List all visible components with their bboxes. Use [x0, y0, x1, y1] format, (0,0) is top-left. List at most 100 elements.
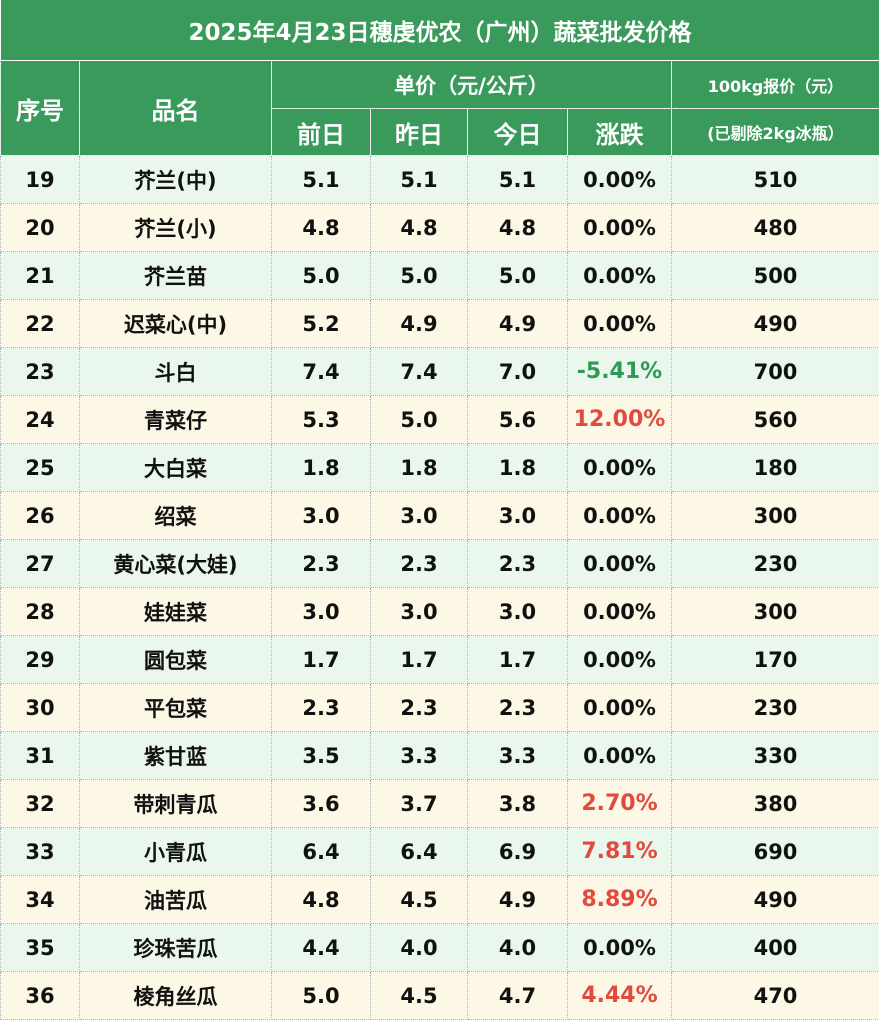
cell-prev1: 4.5	[370, 875, 468, 924]
table-row: 25 大白菜 1.8 1.8 1.8 0.00% 180	[0, 443, 879, 492]
table-row: 28 娃娃菜 3.0 3.0 3.0 0.00% 300	[0, 587, 879, 636]
header-prev2: 前日	[271, 108, 371, 156]
table-row: 33 小青瓜 6.4 6.4 6.9 7.81% 690	[0, 827, 879, 876]
cell-change: 0.00%	[567, 923, 672, 972]
cell-seq: 30	[0, 683, 80, 732]
cell-today: 3.0	[467, 491, 568, 540]
cell-today: 2.3	[467, 683, 568, 732]
cell-prev1: 2.3	[370, 683, 468, 732]
cell-prev1: 3.0	[370, 491, 468, 540]
cell-today: 3.0	[467, 587, 568, 636]
cell-name: 芥兰(中)	[79, 155, 272, 204]
cell-name: 芥兰(小)	[79, 203, 272, 252]
cell-today: 4.8	[467, 203, 568, 252]
cell-seq: 28	[0, 587, 80, 636]
table-row: 23 斗白 7.4 7.4 7.0 -5.41% 700	[0, 347, 879, 396]
cell-prev1: 2.3	[370, 539, 468, 588]
table-row: 35 珍珠苦瓜 4.4 4.0 4.0 0.00% 400	[0, 923, 879, 972]
cell-seq: 34	[0, 875, 80, 924]
cell-name: 青菜仔	[79, 395, 272, 444]
cell-prev2: 5.3	[271, 395, 371, 444]
cell-prev1: 1.7	[370, 635, 468, 684]
cell-prev2: 3.6	[271, 779, 371, 828]
cell-today: 5.0	[467, 251, 568, 300]
cell-name: 紫甘蓝	[79, 731, 272, 780]
header-unit-price: 单价（元/公斤）	[271, 60, 672, 109]
cell-quote: 170	[670, 635, 879, 684]
cell-change: 0.00%	[567, 635, 672, 684]
cell-seq: 19	[0, 155, 80, 204]
cell-seq: 27	[0, 539, 80, 588]
cell-prev1: 3.7	[370, 779, 468, 828]
cell-change: 2.70%	[567, 779, 672, 828]
table-row: 21 芥兰苗 5.0 5.0 5.0 0.00% 500	[0, 251, 879, 300]
cell-name: 珍珠苦瓜	[79, 923, 272, 972]
cell-quote: 230	[670, 683, 879, 732]
table-row: 24 青菜仔 5.3 5.0 5.6 12.00% 560	[0, 395, 879, 444]
header-quote: 100kg报价（元）	[670, 60, 879, 109]
cell-change: 0.00%	[567, 683, 672, 732]
cell-quote: 230	[670, 539, 879, 588]
table-row: 31 紫甘蓝 3.5 3.3 3.3 0.00% 330	[0, 731, 879, 780]
cell-prev2: 5.0	[271, 251, 371, 300]
cell-seq: 31	[0, 731, 80, 780]
page-title: 2025年4月23日穗虔优农（广州）蔬菜批发价格	[0, 0, 879, 61]
header-quote-note: (已剔除2kg冰瓶）	[670, 108, 879, 156]
cell-prev1: 4.0	[370, 923, 468, 972]
cell-quote: 470	[670, 971, 879, 1020]
table-row: 22 迟菜心(中) 5.2 4.9 4.9 0.00% 490	[0, 299, 879, 348]
cell-change: 8.89%	[567, 875, 672, 924]
cell-today: 4.9	[467, 299, 568, 348]
cell-change: 0.00%	[567, 155, 672, 204]
cell-name: 绍菜	[79, 491, 272, 540]
cell-seq: 33	[0, 827, 80, 876]
cell-prev2: 2.3	[271, 539, 371, 588]
cell-today: 3.8	[467, 779, 568, 828]
header-today: 今日	[467, 108, 568, 156]
table-row: 30 平包菜 2.3 2.3 2.3 0.00% 230	[0, 683, 879, 732]
cell-change: 0.00%	[567, 299, 672, 348]
cell-change: 0.00%	[567, 251, 672, 300]
cell-prev2: 5.0	[271, 971, 371, 1020]
cell-name: 棱角丝瓜	[79, 971, 272, 1020]
table-row: 26 绍菜 3.0 3.0 3.0 0.00% 300	[0, 491, 879, 540]
header-name: 品名	[79, 60, 272, 156]
table-body: 19 芥兰(中) 5.1 5.1 5.1 0.00% 510 20 芥兰(小) 4.8 4.8 4.8…	[0, 155, 879, 1020]
cell-seq: 25	[0, 443, 80, 492]
cell-seq: 29	[0, 635, 80, 684]
cell-seq: 24	[0, 395, 80, 444]
cell-seq: 20	[0, 203, 80, 252]
cell-quote: 480	[670, 203, 879, 252]
header-prev1: 昨日	[370, 108, 468, 156]
cell-today: 3.3	[467, 731, 568, 780]
cell-prev2: 4.4	[271, 923, 371, 972]
cell-name: 大白菜	[79, 443, 272, 492]
cell-change: 0.00%	[567, 203, 672, 252]
cell-prev2: 3.0	[271, 587, 371, 636]
cell-quote: 560	[670, 395, 879, 444]
cell-quote: 300	[670, 587, 879, 636]
cell-seq: 26	[0, 491, 80, 540]
cell-quote: 690	[670, 827, 879, 876]
cell-today: 2.3	[467, 539, 568, 588]
cell-name: 芥兰苗	[79, 251, 272, 300]
cell-prev2: 6.4	[271, 827, 371, 876]
cell-name: 小青瓜	[79, 827, 272, 876]
cell-name: 圆包菜	[79, 635, 272, 684]
cell-prev2: 2.3	[271, 683, 371, 732]
cell-change: -5.41%	[567, 347, 672, 396]
cell-change: 4.44%	[567, 971, 672, 1020]
cell-prev1: 6.4	[370, 827, 468, 876]
cell-quote: 330	[670, 731, 879, 780]
cell-quote: 500	[670, 251, 879, 300]
cell-quote: 510	[670, 155, 879, 204]
cell-change: 0.00%	[567, 731, 672, 780]
cell-prev1: 3.0	[370, 587, 468, 636]
cell-name: 带刺青瓜	[79, 779, 272, 828]
cell-today: 4.9	[467, 875, 568, 924]
table-row: 29 圆包菜 1.7 1.7 1.7 0.00% 170	[0, 635, 879, 684]
table-row: 20 芥兰(小) 4.8 4.8 4.8 0.00% 480	[0, 203, 879, 252]
cell-prev1: 4.8	[370, 203, 468, 252]
